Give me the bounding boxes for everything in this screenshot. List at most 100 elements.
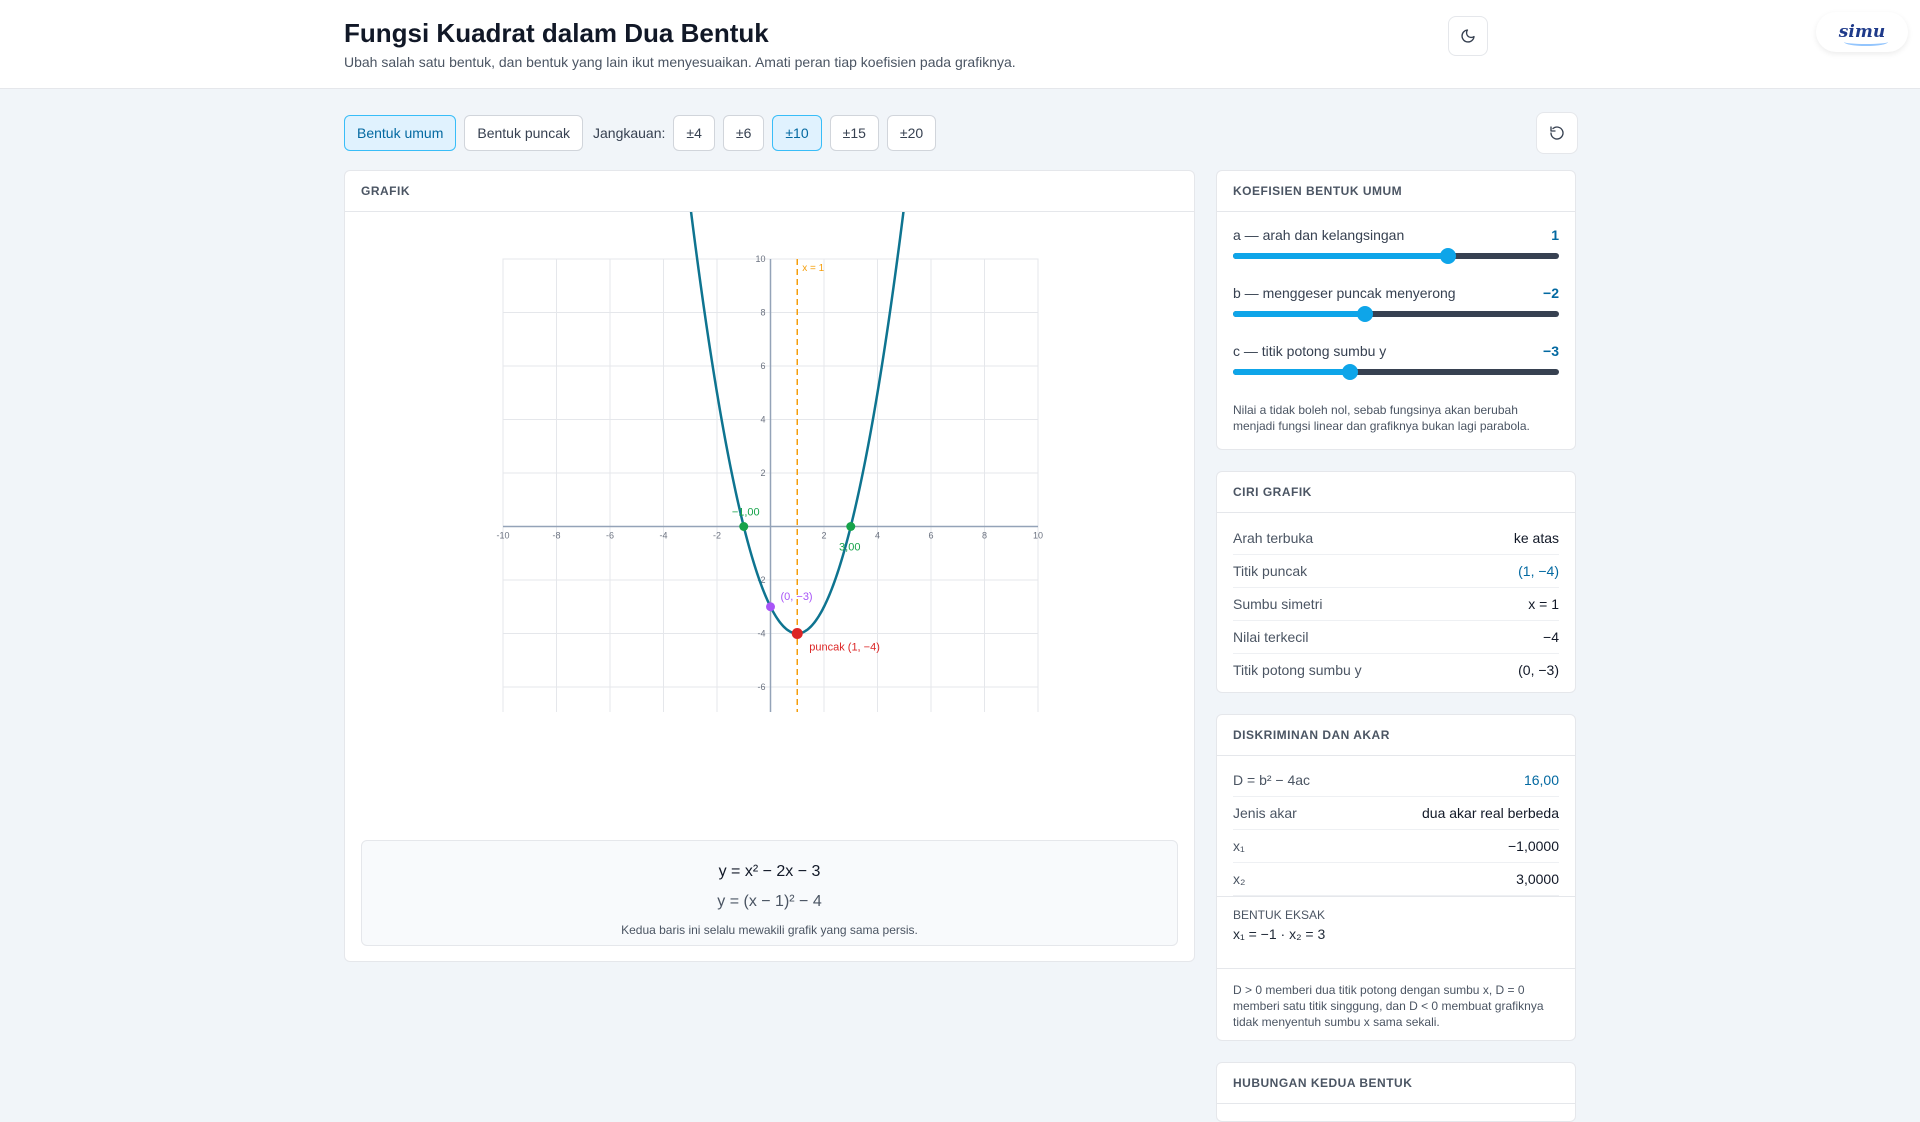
discriminant-note: D > 0 memberi dua titik potong dengan su… bbox=[1233, 983, 1544, 1029]
slider-b-thumb[interactable] bbox=[1357, 306, 1374, 322]
x-tick-label: -4 bbox=[659, 531, 667, 541]
y-tick-label: 8 bbox=[760, 308, 765, 318]
range-button-6[interactable]: ±6 bbox=[722, 115, 765, 151]
y-tick-label: 4 bbox=[760, 415, 765, 425]
range-button-20[interactable]: ±20 bbox=[886, 115, 937, 151]
slider-c: c — titik potong sumbu y −3 bbox=[1233, 343, 1559, 380]
root-type-row: Jenis akar dua akar real berbeda bbox=[1233, 797, 1559, 830]
discriminant-key: D = b² − 4ac bbox=[1233, 772, 1311, 788]
coefficients-note: Nilai a tidak boleh nol, sebab fungsinya… bbox=[1233, 403, 1530, 433]
y-tick-label: -2 bbox=[757, 575, 765, 585]
root-x2-value: 3,0000 bbox=[1516, 871, 1559, 887]
feature-key: Titik potong sumbu y bbox=[1233, 662, 1362, 678]
y-tick-label: -4 bbox=[757, 629, 765, 639]
slider-c-thumb[interactable] bbox=[1342, 364, 1359, 380]
coefficients-card: KOEFISIEN BENTUK UMUM a — arah dan kelan… bbox=[1216, 170, 1576, 450]
exact-form: BENTUK EKSAK x₁ = −1 · x₂ = 3 bbox=[1233, 908, 1559, 942]
x-tick-label: 2 bbox=[821, 531, 826, 541]
feature-key: Arah terbuka bbox=[1233, 530, 1314, 546]
range-button-15[interactable]: ±15 bbox=[829, 115, 879, 151]
root-x2-row: x₂ 3,0000 bbox=[1233, 863, 1559, 896]
slider-a-thumb[interactable] bbox=[1440, 248, 1457, 264]
equation-vertex: y = (x − 1)² − 4 bbox=[717, 893, 822, 910]
slider-a-track[interactable] bbox=[1233, 248, 1559, 264]
root-2-label: 3,00 bbox=[839, 542, 860, 554]
vertex-point bbox=[791, 628, 803, 639]
slider-a-fill bbox=[1233, 253, 1449, 259]
discriminant-header: DISKRIMINAN DAN AKAR bbox=[1217, 715, 1575, 756]
y-intercept-label: (0, −3) bbox=[781, 591, 813, 603]
x-tick-label: -8 bbox=[552, 531, 560, 541]
symmetry-label: x = 1 bbox=[802, 263, 824, 274]
range-label: Jangkauan: bbox=[593, 125, 666, 141]
slider-a: a — arah dan kelangsingan 1 bbox=[1233, 227, 1559, 264]
relation-header: HUBUNGAN KEDUA BENTUK bbox=[1217, 1063, 1575, 1104]
divider bbox=[1217, 896, 1575, 897]
range-button-4[interactable]: ±4 bbox=[673, 115, 715, 151]
brand-logo[interactable]: simu bbox=[1816, 12, 1908, 52]
x-tick-label: 6 bbox=[928, 531, 933, 541]
x-tick-label: -10 bbox=[496, 531, 509, 541]
brand-text: simu bbox=[1838, 22, 1886, 42]
root-x1-key: x₁ bbox=[1233, 838, 1245, 854]
slider-c-label: c — titik potong sumbu y bbox=[1233, 343, 1387, 359]
y-tick-label: 2 bbox=[760, 468, 765, 478]
graph-features-card: CIRI GRAFIK Arah terbuka ke atas Titik pu… bbox=[1216, 471, 1576, 693]
root-1-point bbox=[739, 522, 749, 531]
y-tick-label: 6 bbox=[760, 361, 765, 371]
tab-bentuk-umum[interactable]: Bentuk umum bbox=[344, 115, 457, 151]
equation-general: y = x² − 2x − 3 bbox=[718, 863, 821, 880]
theme-toggle-button[interactable] bbox=[1448, 16, 1488, 56]
x-tick-label: 4 bbox=[875, 531, 880, 541]
slider-c-fill bbox=[1233, 369, 1351, 375]
brand-swoosh bbox=[1844, 38, 1888, 46]
slider-b: b — menggeser puncak menyerong −2 bbox=[1233, 285, 1559, 322]
y-tick-label: -6 bbox=[757, 682, 765, 692]
feature-value: (0, −3) bbox=[1518, 662, 1559, 678]
divider bbox=[1217, 968, 1575, 969]
y-tick-label: 10 bbox=[755, 254, 765, 264]
feature-row: Titik puncak (1, −4) bbox=[1233, 555, 1559, 588]
root-1-label: −1,00 bbox=[732, 507, 760, 519]
discriminant-value: 16,00 bbox=[1523, 772, 1559, 788]
range-button-10[interactable]: ±10 bbox=[772, 115, 822, 151]
feature-value: (1, −4) bbox=[1518, 563, 1559, 579]
root-x2-key: x₂ bbox=[1233, 871, 1246, 887]
graph-card: GRAFIK -10-8-6-4-2246810-10-8-6-4-224681… bbox=[344, 170, 1195, 962]
y-intercept-point bbox=[766, 602, 775, 612]
feature-row: Arah terbuka ke atas bbox=[1233, 522, 1559, 555]
x-tick-label: 10 bbox=[1033, 531, 1043, 541]
exact-form-value: x₁ = −1 · x₂ = 3 bbox=[1233, 926, 1326, 942]
feature-value: −4 bbox=[1543, 629, 1559, 645]
equation-box: y = x² − 2x − 3 y = (x − 1)² − 4 Kedua b… bbox=[361, 840, 1178, 946]
moon-icon bbox=[1461, 29, 1475, 43]
reset-icon bbox=[1550, 126, 1564, 140]
root-x1-row: x₁ −1,0000 bbox=[1233, 830, 1559, 863]
feature-value: ke atas bbox=[1513, 530, 1559, 546]
discriminant-card: DISKRIMINAN DAN AKAR D = b² − 4ac 16,00 J… bbox=[1216, 714, 1576, 1041]
x-tick-label: -2 bbox=[713, 531, 721, 541]
slider-b-track[interactable] bbox=[1233, 306, 1559, 322]
root-x1-value: −1,0000 bbox=[1508, 838, 1559, 854]
graph-card-header: GRAFIK bbox=[345, 171, 1194, 212]
reset-button[interactable] bbox=[1536, 112, 1578, 154]
feature-row: Sumbu simetri x = 1 bbox=[1233, 588, 1559, 621]
feature-key: Titik puncak bbox=[1233, 563, 1308, 579]
app-header: Fungsi Kuadrat dalam Dua Bentuk Ubah sal… bbox=[0, 0, 1920, 89]
page-subtitle: Ubah salah satu bentuk, dan bentuk yang … bbox=[344, 54, 1016, 70]
slider-b-fill bbox=[1233, 311, 1366, 317]
equation-note: Kedua baris ini selalu mewakili grafik y… bbox=[621, 923, 918, 937]
slider-b-label: b — menggeser puncak menyerong bbox=[1233, 285, 1456, 301]
coefficients-card-header: KOEFISIEN BENTUK UMUM bbox=[1217, 171, 1575, 212]
feature-value: x = 1 bbox=[1528, 596, 1559, 612]
feature-key: Nilai terkecil bbox=[1233, 629, 1309, 645]
x-tick-label: 8 bbox=[982, 531, 987, 541]
feature-key: Sumbu simetri bbox=[1233, 596, 1323, 612]
slider-c-track[interactable] bbox=[1233, 364, 1559, 380]
exact-form-label: BENTUK EKSAK bbox=[1233, 908, 1326, 922]
feature-row: Nilai terkecil −4 bbox=[1233, 621, 1559, 654]
discriminant-row: D = b² − 4ac 16,00 bbox=[1233, 764, 1559, 797]
tab-bentuk-puncak[interactable]: Bentuk puncak bbox=[464, 115, 583, 151]
slider-a-label: a — arah dan kelangsingan bbox=[1233, 227, 1405, 243]
